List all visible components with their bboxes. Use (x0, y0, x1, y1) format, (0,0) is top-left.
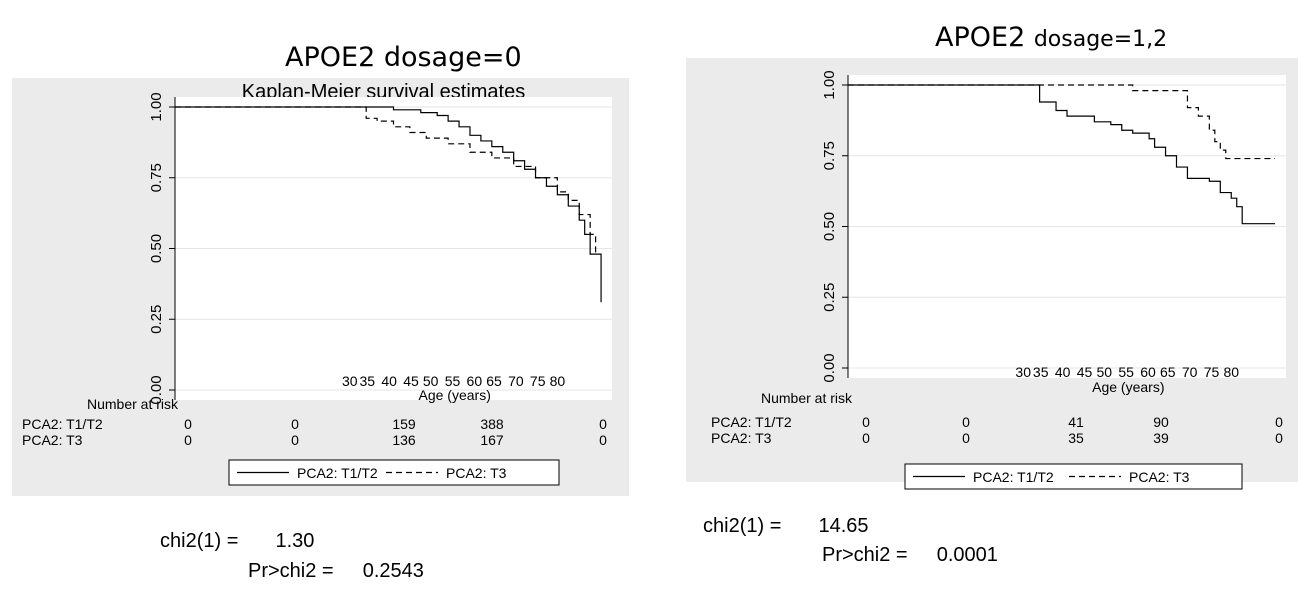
x-tick-label: 45 (403, 373, 419, 389)
x-tick-label: 55 (445, 373, 461, 389)
legend-label: PCA2: T3 (446, 465, 507, 481)
x-axis-label: Age (years) (419, 387, 491, 403)
risk-table-title: Number at risk (87, 396, 179, 412)
x-tick-label: 60 (1140, 364, 1156, 380)
risk-value: 0 (862, 414, 870, 430)
risk-value: 0 (291, 416, 299, 432)
risk-row-label: PCA2: T3 (22, 432, 83, 448)
x-tick-label: 80 (550, 373, 566, 389)
heading-main: APOE2 dosage=0 (285, 42, 522, 73)
chi2-stat-right: chi2(1) = 14.65 (703, 515, 869, 538)
p-value-stat-left: Pr>chi2 = 0.2543 (248, 560, 424, 583)
x-tick-label: 65 (486, 373, 502, 389)
x-tick-label: 40 (1055, 364, 1071, 380)
heading-main: APOE2 (935, 22, 1026, 53)
risk-value: 0 (184, 416, 192, 432)
survival-curve-t3 (175, 106, 597, 255)
panel-heading-dosage-1-2: APOE2 dosage=1,2 (935, 22, 1167, 53)
risk-value: 0 (962, 430, 970, 446)
risk-row-label: PCA2: T1/T2 (22, 416, 103, 432)
km-chart-right: Kaplan-Meier survival estimates0.000.250… (711, 70, 1286, 490)
p-value: 0.0001 (936, 544, 998, 566)
x-tick-label: 80 (1223, 364, 1239, 380)
y-tick-label: 0.75 (821, 141, 838, 170)
risk-row-label: PCA2: T3 (711, 430, 772, 446)
survival-curve-t3 (848, 84, 1276, 160)
km-chart-panel-right: Kaplan-Meier survival estimates0.000.250… (686, 58, 1298, 490)
survival-curve-t1-t2 (848, 84, 1276, 225)
risk-value: 39 (1153, 430, 1169, 446)
risk-value: 0 (962, 414, 970, 430)
risk-value: 388 (480, 416, 504, 432)
risk-value: 136 (392, 432, 416, 448)
risk-row-label: PCA2: T1/T2 (711, 414, 792, 430)
x-tick-label: 35 (1033, 364, 1049, 380)
x-tick-label: 50 (423, 373, 439, 389)
x-tick-label: 35 (359, 373, 375, 389)
x-tick-label: 65 (1160, 364, 1176, 380)
x-tick-label: 60 (467, 373, 483, 389)
y-tick-label: 0.50 (148, 234, 165, 263)
risk-value: 0 (1275, 414, 1283, 430)
risk-value: 159 (392, 416, 416, 432)
y-tick-label: 1.00 (821, 70, 838, 99)
chi2-value: 1.30 (275, 530, 315, 552)
p-value: 0.2543 (362, 560, 424, 582)
y-tick-label: 0.25 (821, 283, 838, 312)
x-tick-label: 30 (342, 373, 358, 389)
legend-label: PCA2: T3 (1129, 469, 1190, 485)
p-label: Pr>chi2 = (248, 560, 334, 582)
x-tick-label: 50 (1096, 364, 1112, 380)
chi2-label: chi2(1) = (160, 530, 239, 552)
chi2-stat-left: chi2(1) = 1.30 (160, 530, 314, 553)
risk-value: 0 (291, 432, 299, 448)
risk-value: 41 (1068, 414, 1084, 430)
km-chart-left: Kaplan-Meier survival estimates0.000.250… (22, 81, 612, 486)
x-tick-label: 75 (1204, 364, 1220, 380)
legend-label: PCA2: T1/T2 (973, 469, 1054, 485)
chi2-label: chi2(1) = (703, 515, 782, 537)
x-tick-label: 45 (1077, 364, 1093, 380)
risk-value: 0 (184, 432, 192, 448)
risk-table-title: Number at risk (761, 390, 853, 406)
risk-value: 0 (599, 432, 607, 448)
risk-value: 90 (1153, 414, 1169, 430)
y-tick-label: 1.00 (148, 92, 165, 121)
p-value-stat-right: Pr>chi2 = 0.0001 (822, 544, 998, 567)
x-tick-label: 55 (1118, 364, 1134, 380)
risk-value: 0 (862, 430, 870, 446)
y-tick-label: 0.75 (148, 163, 165, 192)
x-tick-label: 70 (508, 373, 524, 389)
km-chart-panel-left: Kaplan-Meier survival estimates 0.00 0.25 0… (12, 78, 629, 496)
y-tick-label: 0.00 (148, 375, 165, 404)
x-tick-label: 30 (1015, 364, 1031, 380)
risk-value: 0 (1275, 430, 1283, 446)
x-axis-label: Age (years) (1092, 379, 1164, 395)
y-tick-label: 0.25 (148, 305, 165, 334)
risk-value: 167 (480, 432, 504, 448)
legend-label: PCA2: T1/T2 (297, 465, 378, 481)
panel-heading-dosage-0: APOE2 dosage=0 (285, 42, 522, 73)
chi2-value: 14.65 (818, 515, 869, 537)
x-tick-label: 75 (530, 373, 546, 389)
x-tick-label: 70 (1182, 364, 1198, 380)
heading-suffix: dosage=1,2 (1033, 27, 1168, 52)
risk-value: 35 (1068, 430, 1084, 446)
y-tick-label: 0.50 (821, 212, 838, 241)
risk-value: 0 (599, 416, 607, 432)
x-tick-label: 40 (381, 373, 397, 389)
p-label: Pr>chi2 = (822, 544, 908, 566)
y-tick-label: 0.00 (821, 353, 838, 382)
